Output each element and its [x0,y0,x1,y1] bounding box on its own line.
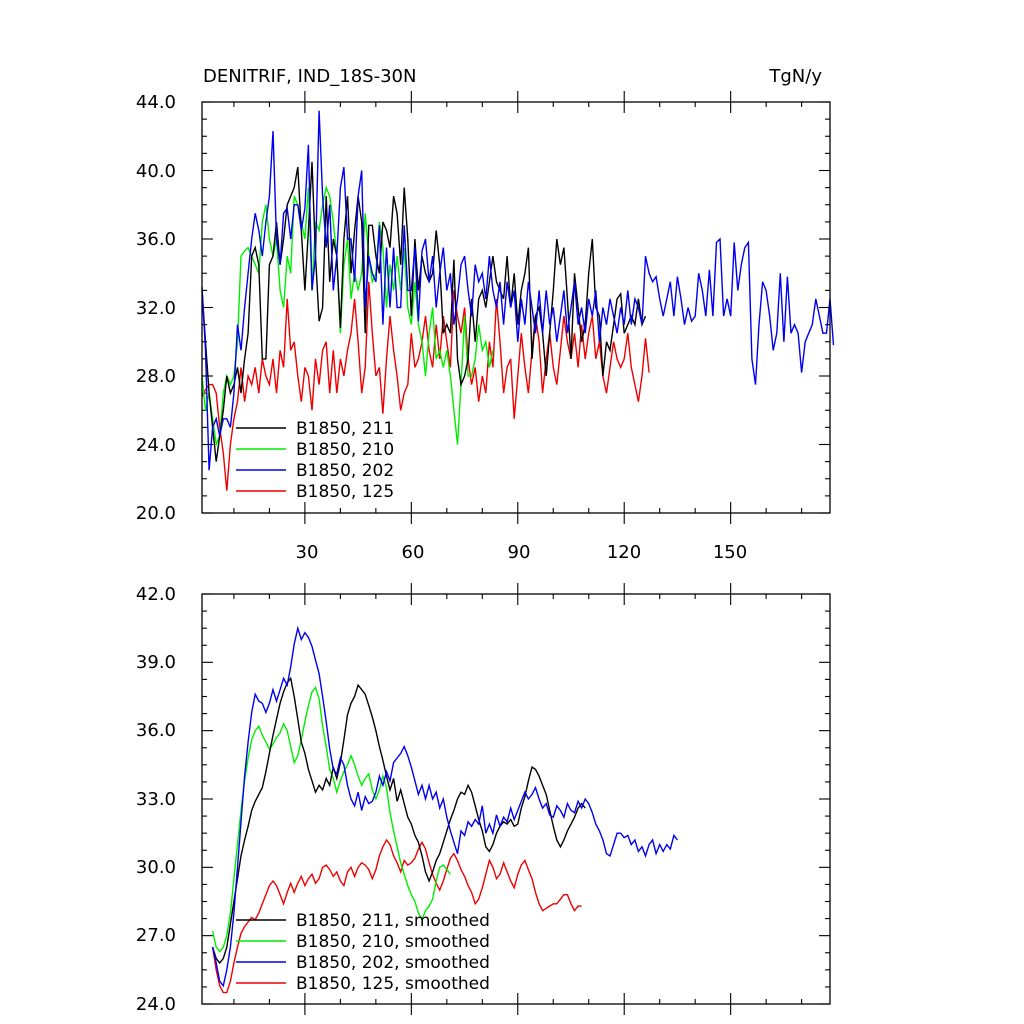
legend-label: B1850, 202 [296,461,394,481]
y-tick-label: 27.0 [136,925,176,946]
y-tick-label: 30.0 [136,857,176,878]
legend-label: B1850, 211, smoothed [296,911,490,931]
x-tick-label: 120 [607,542,641,563]
chart-title: DENITRIF, IND_18S-30N [203,66,416,87]
x-tick-label: 30 [296,542,319,563]
bottom-chart-legend: B1850, 211, smoothed B1850, 210, smoothe… [236,911,490,994]
y-tick-label: 24.0 [136,435,176,456]
y-tick-label: 32.0 [136,298,176,319]
x-tick-label: 60 [402,542,425,563]
y-tick-label: 44.0 [136,92,176,113]
series-line-b1850-202-smoothed [211,625,678,988]
bottom-plot-frame [201,593,831,1005]
y-tick-label: 20.0 [136,503,176,524]
y-tick-label: 40.0 [136,161,176,182]
top-chart-series [201,110,835,491]
y-tick-label: 36.0 [136,720,176,741]
y-tick-label: 42.0 [136,584,176,605]
top-plot-frame [201,101,831,514]
legend-label: B1850, 125 [296,482,394,502]
series-line-b1850-202 [201,110,835,471]
legend-label: B1850, 210 [296,440,394,460]
top-x-axis-tick-labels: 30 60 90 120 150 [296,542,748,563]
x-tick-label: 90 [508,542,531,563]
top-chart-panel: DENITRIF, IND_18S-30N TgN/y 20.0 24.0 28… [136,66,835,563]
series-line-b1850-211-smoothed [211,676,586,965]
bottom-chart-series [211,625,678,994]
y-tick-label: 36.0 [136,229,176,250]
series-line-b1850-125 [201,281,650,491]
x-tick-label: 150 [713,542,747,563]
y-tick-label: 28.0 [136,366,176,387]
y-tick-label: 24.0 [136,994,176,1015]
legend-label: B1850, 125, smoothed [296,974,490,994]
y-tick-label: 33.0 [136,789,176,810]
legend-label: B1850, 202, smoothed [296,953,490,973]
legend-label: B1850, 211 [296,419,394,439]
bottom-y-axis-tick-labels: 24.0 27.0 30.0 33.0 36.0 39.0 42.0 [136,584,176,1015]
chart-units: TgN/y [768,66,822,87]
bottom-chart-panel: 24.0 27.0 30.0 33.0 36.0 39.0 42.0 B1850… [136,583,831,1015]
legend-label: B1850, 210, smoothed [296,932,490,952]
top-chart-ticks [202,91,830,524]
top-y-axis-tick-labels: 20.0 24.0 28.0 32.0 36.0 40.0 44.0 [136,92,176,524]
top-chart-legend: B1850, 211 B1850, 210 B1850, 202 B1850, … [236,419,394,502]
series-line-b1850-125-smoothed [211,838,582,994]
y-tick-label: 39.0 [136,652,176,673]
bottom-chart-ticks [202,583,830,1015]
